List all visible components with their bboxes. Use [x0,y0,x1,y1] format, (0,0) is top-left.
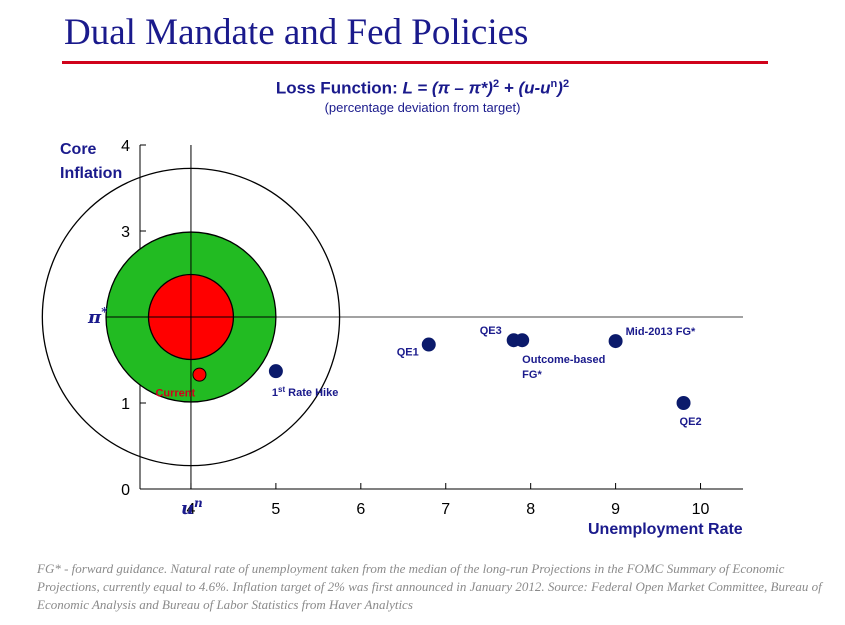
chart-title-formula-close: ) [557,78,563,98]
data-point-label: 1st Rate Hike [272,385,338,399]
chart-title-sup-n: n [550,78,558,90]
chart-title-exp2: 2 [562,78,570,90]
data-point [421,337,436,352]
x-tick-label: 6 [356,501,365,518]
data-point [676,396,691,410]
data-point-label: Mid-2013 FG* [626,326,696,338]
data-point-label: Outcome-based [522,354,605,366]
chart-title-formula-mid: + (u-u [499,78,551,98]
chart-subtitle: (percentage deviation from target) [324,100,521,115]
chart-title-prefix: Loss Function: [275,78,403,98]
title-divider [62,61,768,64]
y-axis-label-text: Core Inflation [60,141,123,182]
data-point-label: QE2 [680,416,702,428]
slide-title: Dual Mandate and Fed Policies [64,12,529,53]
chart-title-formula-left: L = (π – π*) [402,78,493,98]
x-tick-label: 4 [187,501,196,518]
y-tick-label: 1 [121,396,130,413]
chart-title-exp1: 2 [492,78,500,90]
x-tick-label: 8 [526,501,535,518]
data-point [608,334,623,349]
data-point [515,333,530,348]
loss-ring-outer [41,167,341,467]
data-point [192,367,207,382]
x-tick-label: 7 [441,501,450,518]
footnote: FG* - forward guidance. Natural rate of … [37,561,822,612]
x-tick-label: 10 [692,501,710,518]
y-axis-label: Core Inflation [60,138,140,186]
y-tick-label: 0 [121,482,130,499]
x-axis-label: Unemployment Rate [588,521,743,538]
data-point-label: Current [155,388,195,400]
y-tick-label: 3 [121,224,130,241]
y-tick-label: 4 [121,138,130,155]
data-point [268,364,283,379]
data-point-label-line2: FG* [522,369,542,381]
x-tick-label: 9 [611,501,620,518]
u-n-symbol: un [181,496,203,519]
chart-title: Loss Function: L = (π – π*)2 + (u-un)2 [0,78,845,99]
pi-star-symbol: π* [87,305,108,328]
data-point-label: QE3 [480,325,502,337]
data-point-label: QE1 [397,347,419,359]
x-tick-label: 5 [271,501,280,518]
